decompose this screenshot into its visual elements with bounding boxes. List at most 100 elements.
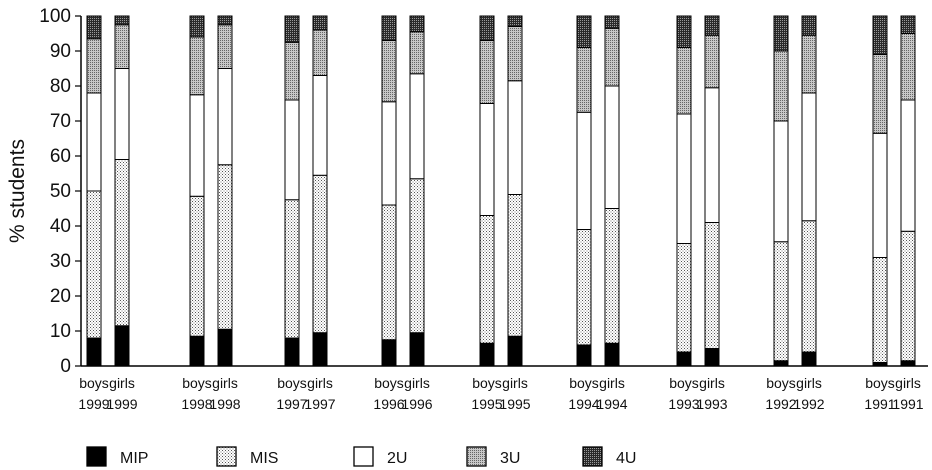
bar-segment-mis — [900, 230, 916, 362]
bar-segment-4u — [773, 15, 789, 52]
bar-segment-2u — [604, 85, 620, 209]
legend: MIP MIS 2U 3U 4U — [86, 446, 636, 467]
legend-swatch-mis — [216, 446, 237, 467]
x-category-gender: girls — [895, 375, 921, 391]
x-category-year: 1995 — [471, 396, 502, 412]
bar-segment-3u — [576, 47, 592, 113]
bar-segment-4u — [507, 15, 523, 27]
bar-segment-2u — [676, 113, 692, 244]
bar-segment-4u — [409, 15, 425, 33]
x-category-gender: boys — [766, 375, 796, 391]
bar-segment-mip — [381, 339, 397, 367]
x-category-year: 1995 — [499, 396, 530, 412]
x-category-year: 1991 — [864, 396, 895, 412]
bar-segment-3u — [900, 33, 916, 101]
x-category-year: 1996 — [373, 396, 404, 412]
bar-segment-3u — [773, 50, 789, 122]
bar-segment-4u — [801, 15, 817, 36]
x-category-year: 1997 — [276, 396, 307, 412]
bar-segment-2u — [217, 68, 233, 166]
bar-segment-2u — [312, 75, 328, 176]
bar-segment-3u — [872, 54, 888, 134]
x-category-year: 1992 — [793, 396, 824, 412]
x-category-gender: girls — [109, 375, 135, 391]
bar-segment-mis — [479, 215, 495, 344]
bar-segment-mip — [704, 348, 720, 367]
y-tick-label: 10 — [50, 321, 71, 342]
bar-segment-2u — [381, 101, 397, 206]
bar-segment-4u — [479, 15, 495, 41]
bar-segment-mip — [604, 342, 620, 367]
bar-segment-mis — [114, 159, 130, 327]
x-category-year: 1994 — [568, 396, 599, 412]
bar-segment-2u — [284, 99, 300, 201]
bar-segment-3u — [189, 36, 205, 96]
bar-segment-mis — [801, 220, 817, 353]
axes: 0 10 20 30 40 50 60 70 80 90 100 % students — [6, 6, 928, 377]
bar-segment-2u — [189, 94, 205, 197]
x-category-gender: girls — [699, 375, 725, 391]
bar-segment-2u — [773, 120, 789, 243]
bar-segment-4u — [576, 15, 592, 48]
bar-segment-4u — [217, 15, 233, 26]
legend-swatch-3u — [466, 446, 487, 467]
bar-segment-4u — [381, 15, 397, 41]
x-category-gender: girls — [307, 375, 333, 391]
category-labels: boys1999girls1999boys1998girls1998boys19… — [78, 375, 923, 412]
x-category-gender: boys — [277, 375, 307, 391]
x-category-gender: boys — [669, 375, 699, 391]
bar-segment-2u — [801, 92, 817, 222]
y-tick-label: 100 — [39, 6, 71, 27]
x-category-year: 1993 — [696, 396, 727, 412]
bar-segment-3u — [284, 41, 300, 101]
bar-segment-mis — [604, 208, 620, 344]
bar-segment-mip — [872, 362, 888, 367]
bar-segment-mip — [217, 328, 233, 367]
bar-segment-3u — [676, 47, 692, 115]
bar-segment-3u — [381, 40, 397, 103]
y-tick-label: 50 — [50, 181, 71, 202]
bar-segment-mip — [773, 360, 789, 367]
bar-segment-mip — [479, 342, 495, 367]
x-category-year: 1998 — [181, 396, 212, 412]
x-category-year: 1997 — [304, 396, 335, 412]
x-category-gender: girls — [404, 375, 430, 391]
legend-swatch-mip — [86, 446, 107, 467]
x-category-year: 1999 — [78, 396, 109, 412]
bar-segment-3u — [409, 31, 425, 75]
bar-segment-mis — [773, 241, 789, 362]
bar-segment-3u — [704, 34, 720, 89]
bars-group — [86, 15, 916, 367]
bar-segment-mis — [872, 257, 888, 363]
bar-segment-mis — [189, 195, 205, 337]
x-category-gender: boys — [79, 375, 109, 391]
bar-segment-2u — [114, 68, 130, 160]
legend-label-mip: MIP — [120, 450, 148, 467]
bar-segment-mis — [576, 229, 592, 346]
bar-segment-mip — [409, 332, 425, 367]
bar-segment-3u — [604, 27, 620, 87]
bar-segment-2u — [409, 73, 425, 180]
legend-label-4u: 4U — [616, 450, 636, 467]
x-category-gender: girls — [796, 375, 822, 391]
x-category-gender: boys — [374, 375, 404, 391]
y-tick-label: 70 — [50, 111, 71, 132]
bar-segment-mip — [114, 325, 130, 367]
y-tick-label: 20 — [50, 286, 71, 307]
bar-segment-4u — [900, 15, 916, 34]
x-category-gender: boys — [182, 375, 212, 391]
bar-segment-3u — [114, 24, 130, 69]
bar-segment-mis — [86, 190, 102, 339]
legend-label-2u: 2U — [387, 450, 407, 467]
x-category-year: 1993 — [668, 396, 699, 412]
bar-segment-mis — [704, 222, 720, 349]
bar-segment-2u — [479, 103, 495, 216]
bar-segment-3u — [479, 40, 495, 104]
bar-segment-2u — [900, 99, 916, 232]
x-category-gender: girls — [502, 375, 528, 391]
bar-segment-4u — [676, 15, 692, 48]
bar-segment-mip — [900, 360, 916, 367]
legend-swatch-2u — [353, 446, 374, 467]
x-category-year: 1991 — [892, 396, 923, 412]
